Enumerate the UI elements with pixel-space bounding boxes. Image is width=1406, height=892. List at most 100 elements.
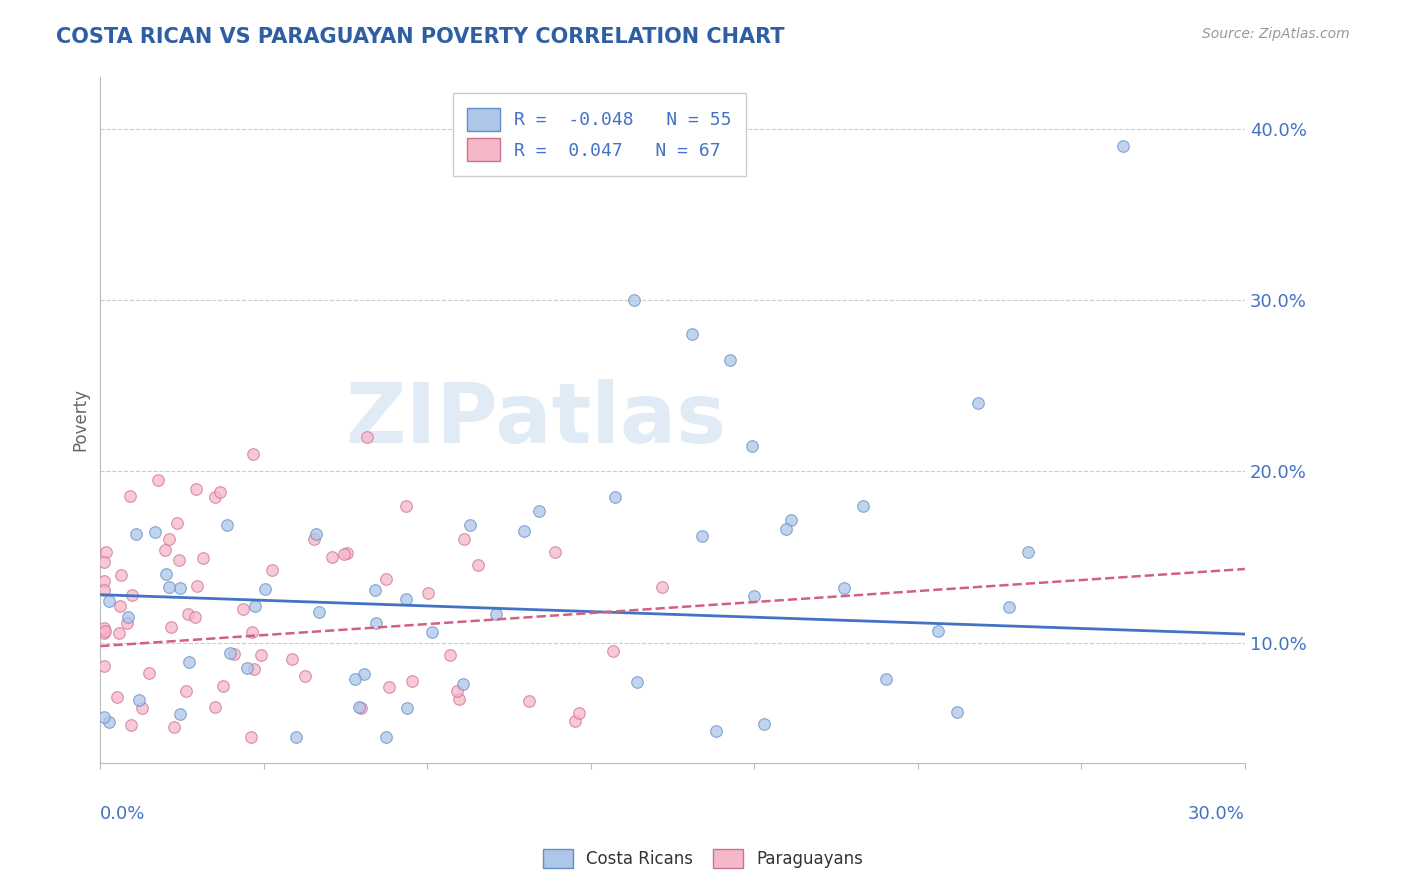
Point <box>231 602 253 616</box>
Point <box>240 625 263 640</box>
Point <box>458 517 481 532</box>
Point <box>602 643 624 657</box>
Point <box>681 327 703 342</box>
Point <box>453 532 475 546</box>
Point <box>568 706 591 720</box>
Legend: Costa Ricans, Paraguayans: Costa Ricans, Paraguayans <box>536 842 870 875</box>
Point <box>146 473 169 487</box>
Point <box>117 615 139 630</box>
Point <box>128 692 150 706</box>
Text: Source: ZipAtlas.com: Source: ZipAtlas.com <box>1202 27 1350 41</box>
Point <box>998 600 1021 615</box>
Point <box>186 579 208 593</box>
Point <box>125 527 148 541</box>
Point <box>439 648 461 662</box>
Point <box>110 568 132 582</box>
Point <box>253 582 276 596</box>
Point <box>208 484 231 499</box>
Point <box>517 694 540 708</box>
Point <box>395 701 418 715</box>
Point <box>166 516 188 530</box>
Point <box>416 586 439 600</box>
Point <box>356 430 378 444</box>
Point <box>94 545 117 559</box>
Text: 0.0%: 0.0% <box>100 805 146 823</box>
Point <box>118 489 141 503</box>
Point <box>375 572 398 586</box>
Point <box>401 674 423 689</box>
Y-axis label: Poverty: Poverty <box>72 389 89 451</box>
Point <box>169 581 191 595</box>
Point <box>651 580 673 594</box>
Point <box>138 666 160 681</box>
Point <box>236 660 259 674</box>
Point <box>336 546 359 560</box>
Point <box>93 659 115 673</box>
Point <box>93 621 115 635</box>
Point <box>117 610 139 624</box>
Point <box>1017 545 1039 559</box>
Point <box>240 730 263 744</box>
Point <box>105 690 128 704</box>
Point <box>243 662 266 676</box>
Point <box>742 589 765 603</box>
Point <box>834 581 856 595</box>
Point <box>626 675 648 690</box>
Text: COSTA RICAN VS PARAGUAYAN POVERTY CORRELATION CHART: COSTA RICAN VS PARAGUAYAN POVERTY CORREL… <box>56 27 785 46</box>
Point <box>131 700 153 714</box>
Point <box>706 724 728 739</box>
Point <box>243 599 266 613</box>
Point <box>177 655 200 669</box>
Point <box>93 574 115 588</box>
Point <box>155 566 177 581</box>
Point <box>157 580 180 594</box>
Point <box>260 563 283 577</box>
Point <box>157 532 180 546</box>
Point <box>451 677 474 691</box>
Point <box>222 647 245 661</box>
Text: ZIPatlas: ZIPatlas <box>344 379 725 460</box>
Point <box>1112 139 1135 153</box>
Point <box>605 490 627 504</box>
Point <box>184 482 207 496</box>
Point <box>108 625 131 640</box>
Point <box>285 730 308 744</box>
Point <box>305 527 328 541</box>
Point <box>204 490 226 504</box>
Point <box>752 717 775 731</box>
Point <box>321 549 343 564</box>
Point <box>93 625 115 640</box>
Point <box>153 543 176 558</box>
Point <box>121 588 143 602</box>
Point <box>183 609 205 624</box>
Point <box>294 669 316 683</box>
Point <box>741 439 763 453</box>
Point <box>281 652 304 666</box>
Point <box>449 692 471 706</box>
Point <box>775 523 797 537</box>
Point <box>378 680 401 694</box>
Point <box>364 583 387 598</box>
Point <box>564 714 586 728</box>
Point <box>527 504 550 518</box>
Point <box>159 620 181 634</box>
Point <box>163 720 186 734</box>
Point <box>875 672 897 686</box>
Point <box>167 552 190 566</box>
Point <box>219 646 242 660</box>
Point <box>544 545 567 559</box>
Point <box>374 730 396 744</box>
Point <box>927 624 949 639</box>
Point <box>308 605 330 619</box>
Point <box>204 700 226 714</box>
Point <box>333 548 356 562</box>
Point <box>395 592 418 607</box>
Point <box>780 513 803 527</box>
Point <box>302 532 325 546</box>
Point <box>353 666 375 681</box>
Point <box>120 718 142 732</box>
Point <box>966 396 988 410</box>
Point <box>108 599 131 614</box>
Text: 30.0%: 30.0% <box>1188 805 1244 823</box>
Point <box>143 524 166 539</box>
